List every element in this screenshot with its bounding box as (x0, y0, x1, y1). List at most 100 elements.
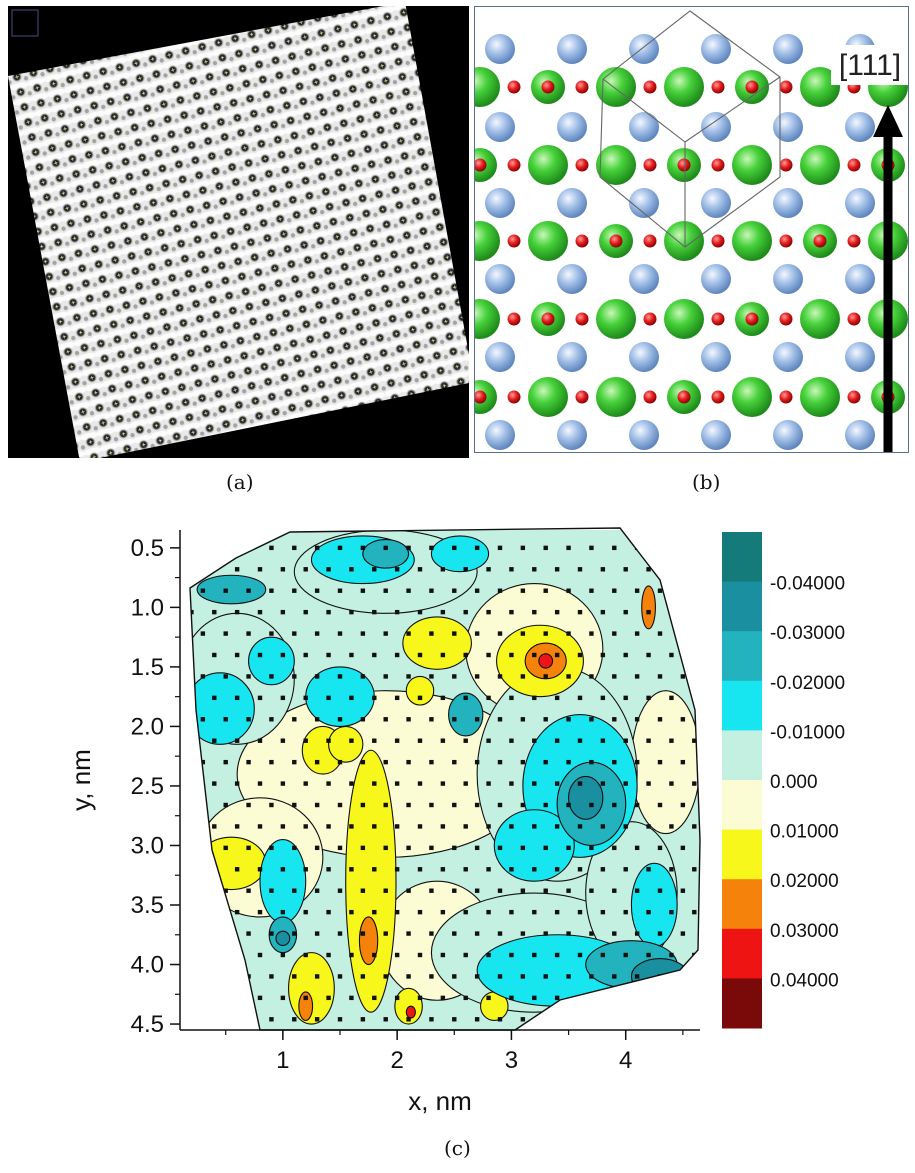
sample-point (257, 995, 263, 1001)
sample-point (360, 588, 366, 593)
atom-green (528, 377, 568, 417)
sample-point (257, 609, 263, 615)
sample-point (554, 867, 560, 872)
sample-point (246, 1017, 251, 1022)
sample-point (509, 738, 514, 743)
sample-point (246, 974, 251, 979)
sample-point (463, 695, 468, 701)
sample-point (337, 717, 343, 722)
atom-blue (557, 112, 587, 142)
direction-arrow-head (873, 105, 903, 137)
sample-point (452, 888, 457, 893)
contour-region (430, 535, 490, 573)
sample-point (417, 695, 423, 701)
sample-point (566, 759, 571, 765)
sample-point (440, 781, 446, 786)
sample-point (314, 545, 320, 551)
sample-point (417, 738, 423, 743)
atom-red (609, 234, 623, 248)
atom-blue (629, 342, 659, 372)
sample-point (543, 759, 548, 765)
sample-point (200, 674, 206, 679)
sample-point (554, 909, 560, 915)
sample-point (349, 695, 354, 701)
sample-point (452, 717, 457, 722)
sample-point (566, 631, 571, 636)
sample-point (509, 909, 514, 915)
sample-point (383, 545, 388, 551)
sample-point (509, 824, 514, 829)
atom-red (779, 312, 793, 326)
sample-point (406, 931, 411, 936)
sample-point (303, 995, 308, 1001)
atom-red (711, 390, 725, 404)
sample-point (440, 995, 446, 1001)
sample-point (497, 588, 503, 593)
sample-point (589, 674, 594, 679)
sample-point (474, 888, 480, 893)
sample-point (589, 588, 594, 593)
sample-point (612, 759, 617, 765)
x-tick-label: 3 (505, 1047, 518, 1074)
sample-point (566, 1017, 571, 1022)
contour-region (493, 809, 575, 882)
contour-region (405, 1005, 416, 1019)
sample-point (704, 546, 708, 550)
sample-point (554, 824, 560, 829)
sample-point (280, 609, 286, 615)
sample-point (269, 1017, 274, 1022)
sample-point (440, 695, 446, 701)
sample-point (234, 781, 240, 786)
sample-point (577, 909, 583, 915)
atom-red (575, 234, 589, 248)
sample-point (486, 909, 491, 915)
atom-blue (701, 342, 731, 372)
y-tick-label: 3.5 (131, 892, 164, 919)
sample-point (646, 824, 651, 829)
sample-point (532, 781, 537, 786)
sample-point (280, 738, 286, 743)
sample-point (623, 781, 628, 786)
sample-point (246, 631, 251, 636)
sample-point (692, 781, 697, 786)
sample-point (440, 609, 446, 615)
sample-point (440, 909, 446, 915)
atom-green (732, 377, 772, 417)
contour-region (275, 930, 291, 947)
sample-point (657, 759, 663, 765)
sample-point (360, 931, 366, 936)
sample-point (292, 631, 297, 636)
atom-green (664, 299, 704, 339)
sample-point (246, 674, 251, 679)
sample-point (429, 1017, 434, 1022)
atom-blue (485, 342, 515, 372)
colorbar-label: 0.02000 (770, 871, 839, 892)
sample-point (406, 1017, 411, 1022)
sample-point (326, 824, 331, 829)
sample-point (394, 781, 400, 786)
sample-point (269, 631, 274, 636)
sample-point (577, 995, 583, 1001)
sample-point (394, 952, 400, 958)
atom-red (575, 312, 589, 326)
sample-point (223, 845, 228, 851)
sample-point (612, 888, 617, 893)
sample-point (566, 974, 571, 979)
sample-point (417, 909, 423, 915)
sample-point (577, 824, 583, 829)
atom-blue (701, 188, 731, 218)
sample-point (486, 952, 491, 958)
x-tick-label: 1 (276, 1047, 289, 1074)
sample-point (497, 717, 503, 722)
atom-green (596, 145, 636, 185)
sample-point (589, 1017, 594, 1022)
sample-point (200, 759, 206, 765)
sample-point (554, 781, 560, 786)
sample-point (372, 567, 377, 572)
y-tick-label: 4.0 (131, 952, 164, 979)
colorbar-label: 0.03000 (770, 921, 839, 942)
sample-point (349, 952, 354, 958)
atom-red (507, 80, 521, 94)
sample-point (463, 781, 468, 786)
sample-point (292, 802, 297, 808)
